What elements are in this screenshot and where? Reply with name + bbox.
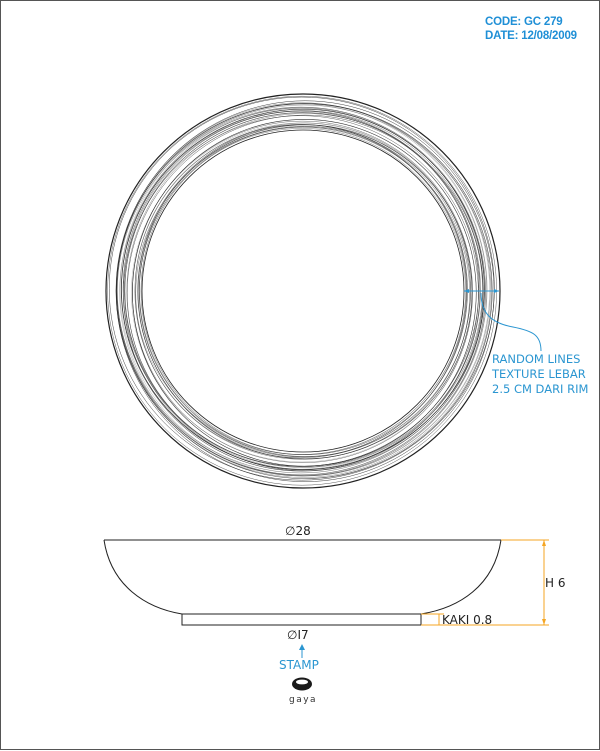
plate-inner-circle (141, 129, 465, 453)
texture-line (119, 108, 486, 476)
texture-note-line-2: TEXTURE LEBAR (492, 367, 586, 381)
drawing-date: DATE: 12/08/2009 (485, 30, 577, 42)
height-dimension (421, 539, 549, 626)
bowl-foot (181, 613, 422, 626)
texture-line (108, 96, 495, 481)
title-block: CODE: GC 279 DATE: 12/08/2009 (485, 15, 577, 43)
texture-note-line-1: RANDOM LINES (492, 352, 581, 366)
texture-line (126, 114, 484, 472)
foot-height-dimension (421, 613, 444, 625)
texture-line (107, 95, 497, 486)
texture-note-line-3: 2.5 CM DARI RIM (492, 382, 589, 396)
texture-width-dimension (464, 289, 542, 352)
texture-line (134, 124, 467, 455)
stamp-label: STAMP (279, 658, 319, 672)
gaya-logo (292, 677, 312, 691)
texture-line (131, 122, 473, 463)
texture-note: RANDOM LINES TEXTURE LEBAR 2.5 CM DARI R… (492, 352, 588, 397)
leader-line (480, 292, 542, 352)
texture-line (123, 115, 479, 472)
plate-rim-circle (105, 93, 501, 489)
product-code: CODE: GC 279 (485, 16, 563, 28)
bowl-side-view (103, 539, 502, 626)
rim-diameter-label: ∅28 (285, 524, 311, 538)
texture-line (122, 110, 480, 467)
foot-height-label: KAKI 0.8 (442, 613, 493, 627)
texture-line (119, 103, 490, 476)
logo-text: gaya (289, 695, 318, 705)
foot-diameter-label: ∅I7 (287, 628, 309, 642)
texture-line (137, 124, 468, 458)
texture-line (135, 127, 470, 460)
stamp-arrow (299, 644, 305, 658)
texture-line (115, 103, 487, 476)
texture-line (132, 119, 477, 467)
plate-top-view (105, 93, 501, 489)
height-label: H 6 (545, 576, 566, 590)
